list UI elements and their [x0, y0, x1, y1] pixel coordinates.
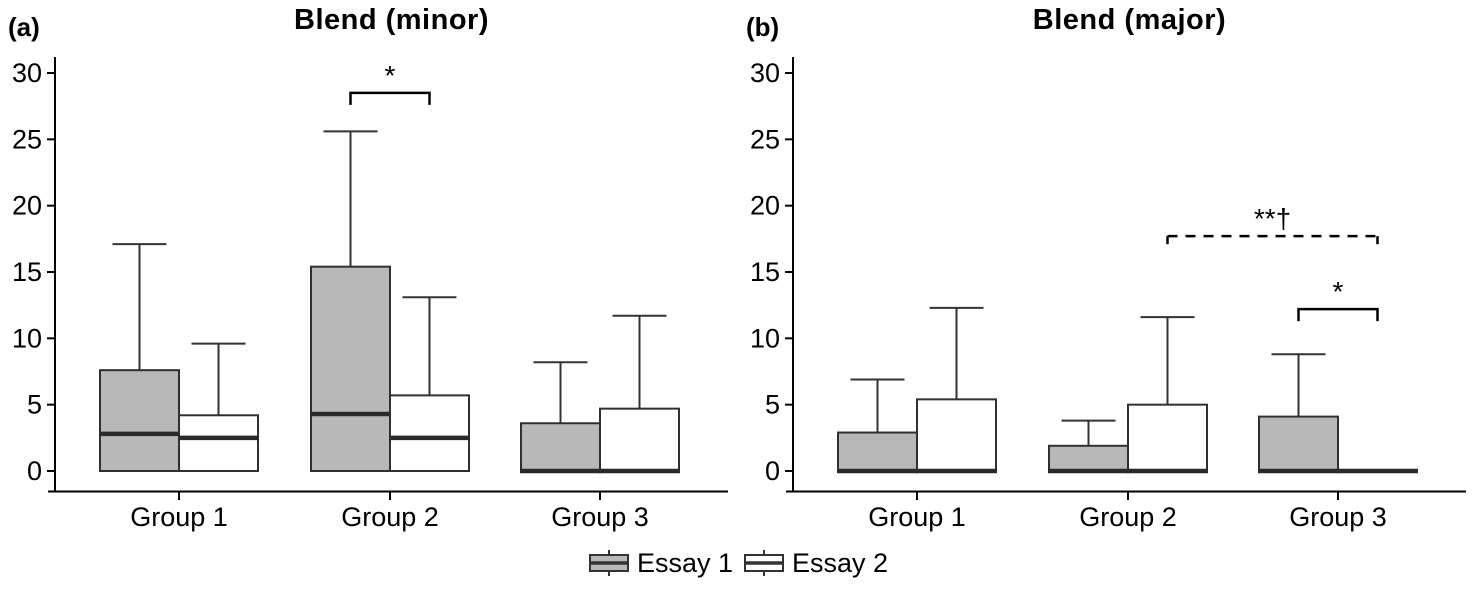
- y-tick-label: 5: [27, 390, 42, 420]
- boxplot-box: [310, 265, 391, 472]
- significance-label: *: [385, 60, 396, 91]
- boxplot-box: [389, 394, 470, 473]
- legend-label-essay2: Essay 2: [792, 547, 889, 578]
- boxplot-key-icon: [744, 550, 784, 576]
- y-tick-label: 5: [765, 390, 780, 420]
- boxplot-box: [837, 431, 918, 473]
- panel-title-a: Blend (minor): [294, 4, 489, 36]
- x-tick-label: Group 1: [130, 502, 228, 532]
- boxplot-box: [916, 398, 997, 473]
- y-tick-label: 10: [12, 323, 42, 353]
- significance-label: **†: [1254, 203, 1291, 234]
- x-tick-label: Group 1: [868, 502, 966, 532]
- y-tick-label: 20: [12, 191, 42, 221]
- y-tick-label: 0: [765, 456, 780, 486]
- panel-a: (a) Blend (minor) 0 5 10 15 20 25 30 Group 1 Gro…: [0, 0, 738, 540]
- y-tick-label: 30: [12, 58, 42, 88]
- significance-bracket: [1297, 307, 1379, 322]
- significance-bracket: [349, 91, 431, 105]
- panel-b: (b) Blend (major) 0 5 10 15 20 25 30 Group 1 Gro…: [738, 0, 1476, 540]
- y-tick-label: 10: [750, 323, 780, 353]
- x-tick-label: Group 2: [341, 502, 439, 532]
- boxplot-box: [178, 414, 259, 472]
- legend-label-essay1: Essay 1: [636, 547, 733, 578]
- significance-label: *: [1333, 276, 1344, 307]
- x-tick-label: Group 2: [1079, 502, 1177, 532]
- boxplot-plot-b: 0 5 10 15 20 25 30 Group 1 Group 2 Group 3 **† *: [750, 57, 1466, 532]
- legend-item-essay2: Essay 2: [743, 548, 888, 579]
- boxplot-box: [1258, 415, 1339, 473]
- legend-item-essay1: Essay 1: [588, 548, 733, 579]
- boxplot-plot-a: 0 5 10 15 20 25 30 Group 1 Group 2 Group 3 *: [12, 57, 728, 532]
- y-tick-label: 15: [750, 257, 780, 287]
- y-tick-label: 15: [12, 257, 42, 287]
- y-tick-label: 20: [750, 191, 780, 221]
- boxplot-box: [520, 422, 601, 472]
- y-tick-label: 25: [12, 124, 42, 154]
- boxplot-key-icon: [588, 550, 629, 576]
- x-tick-label: Group 3: [551, 502, 649, 532]
- boxplot-box: [599, 407, 680, 473]
- y-tick-label: 25: [750, 124, 780, 154]
- y-tick-label: 0: [27, 456, 42, 486]
- legend: Essay 1 Essay 2: [0, 543, 1476, 583]
- y-tick-label: 30: [750, 58, 780, 88]
- panel-label-b: (b): [746, 12, 780, 42]
- boxplot-box: [99, 369, 180, 472]
- panel-label-a: (a): [8, 12, 40, 42]
- x-tick-label: Group 3: [1289, 502, 1387, 532]
- boxplot-box: [1048, 444, 1129, 473]
- boxplot-box: [1127, 403, 1208, 473]
- panel-title-b: Blend (major): [1032, 4, 1227, 36]
